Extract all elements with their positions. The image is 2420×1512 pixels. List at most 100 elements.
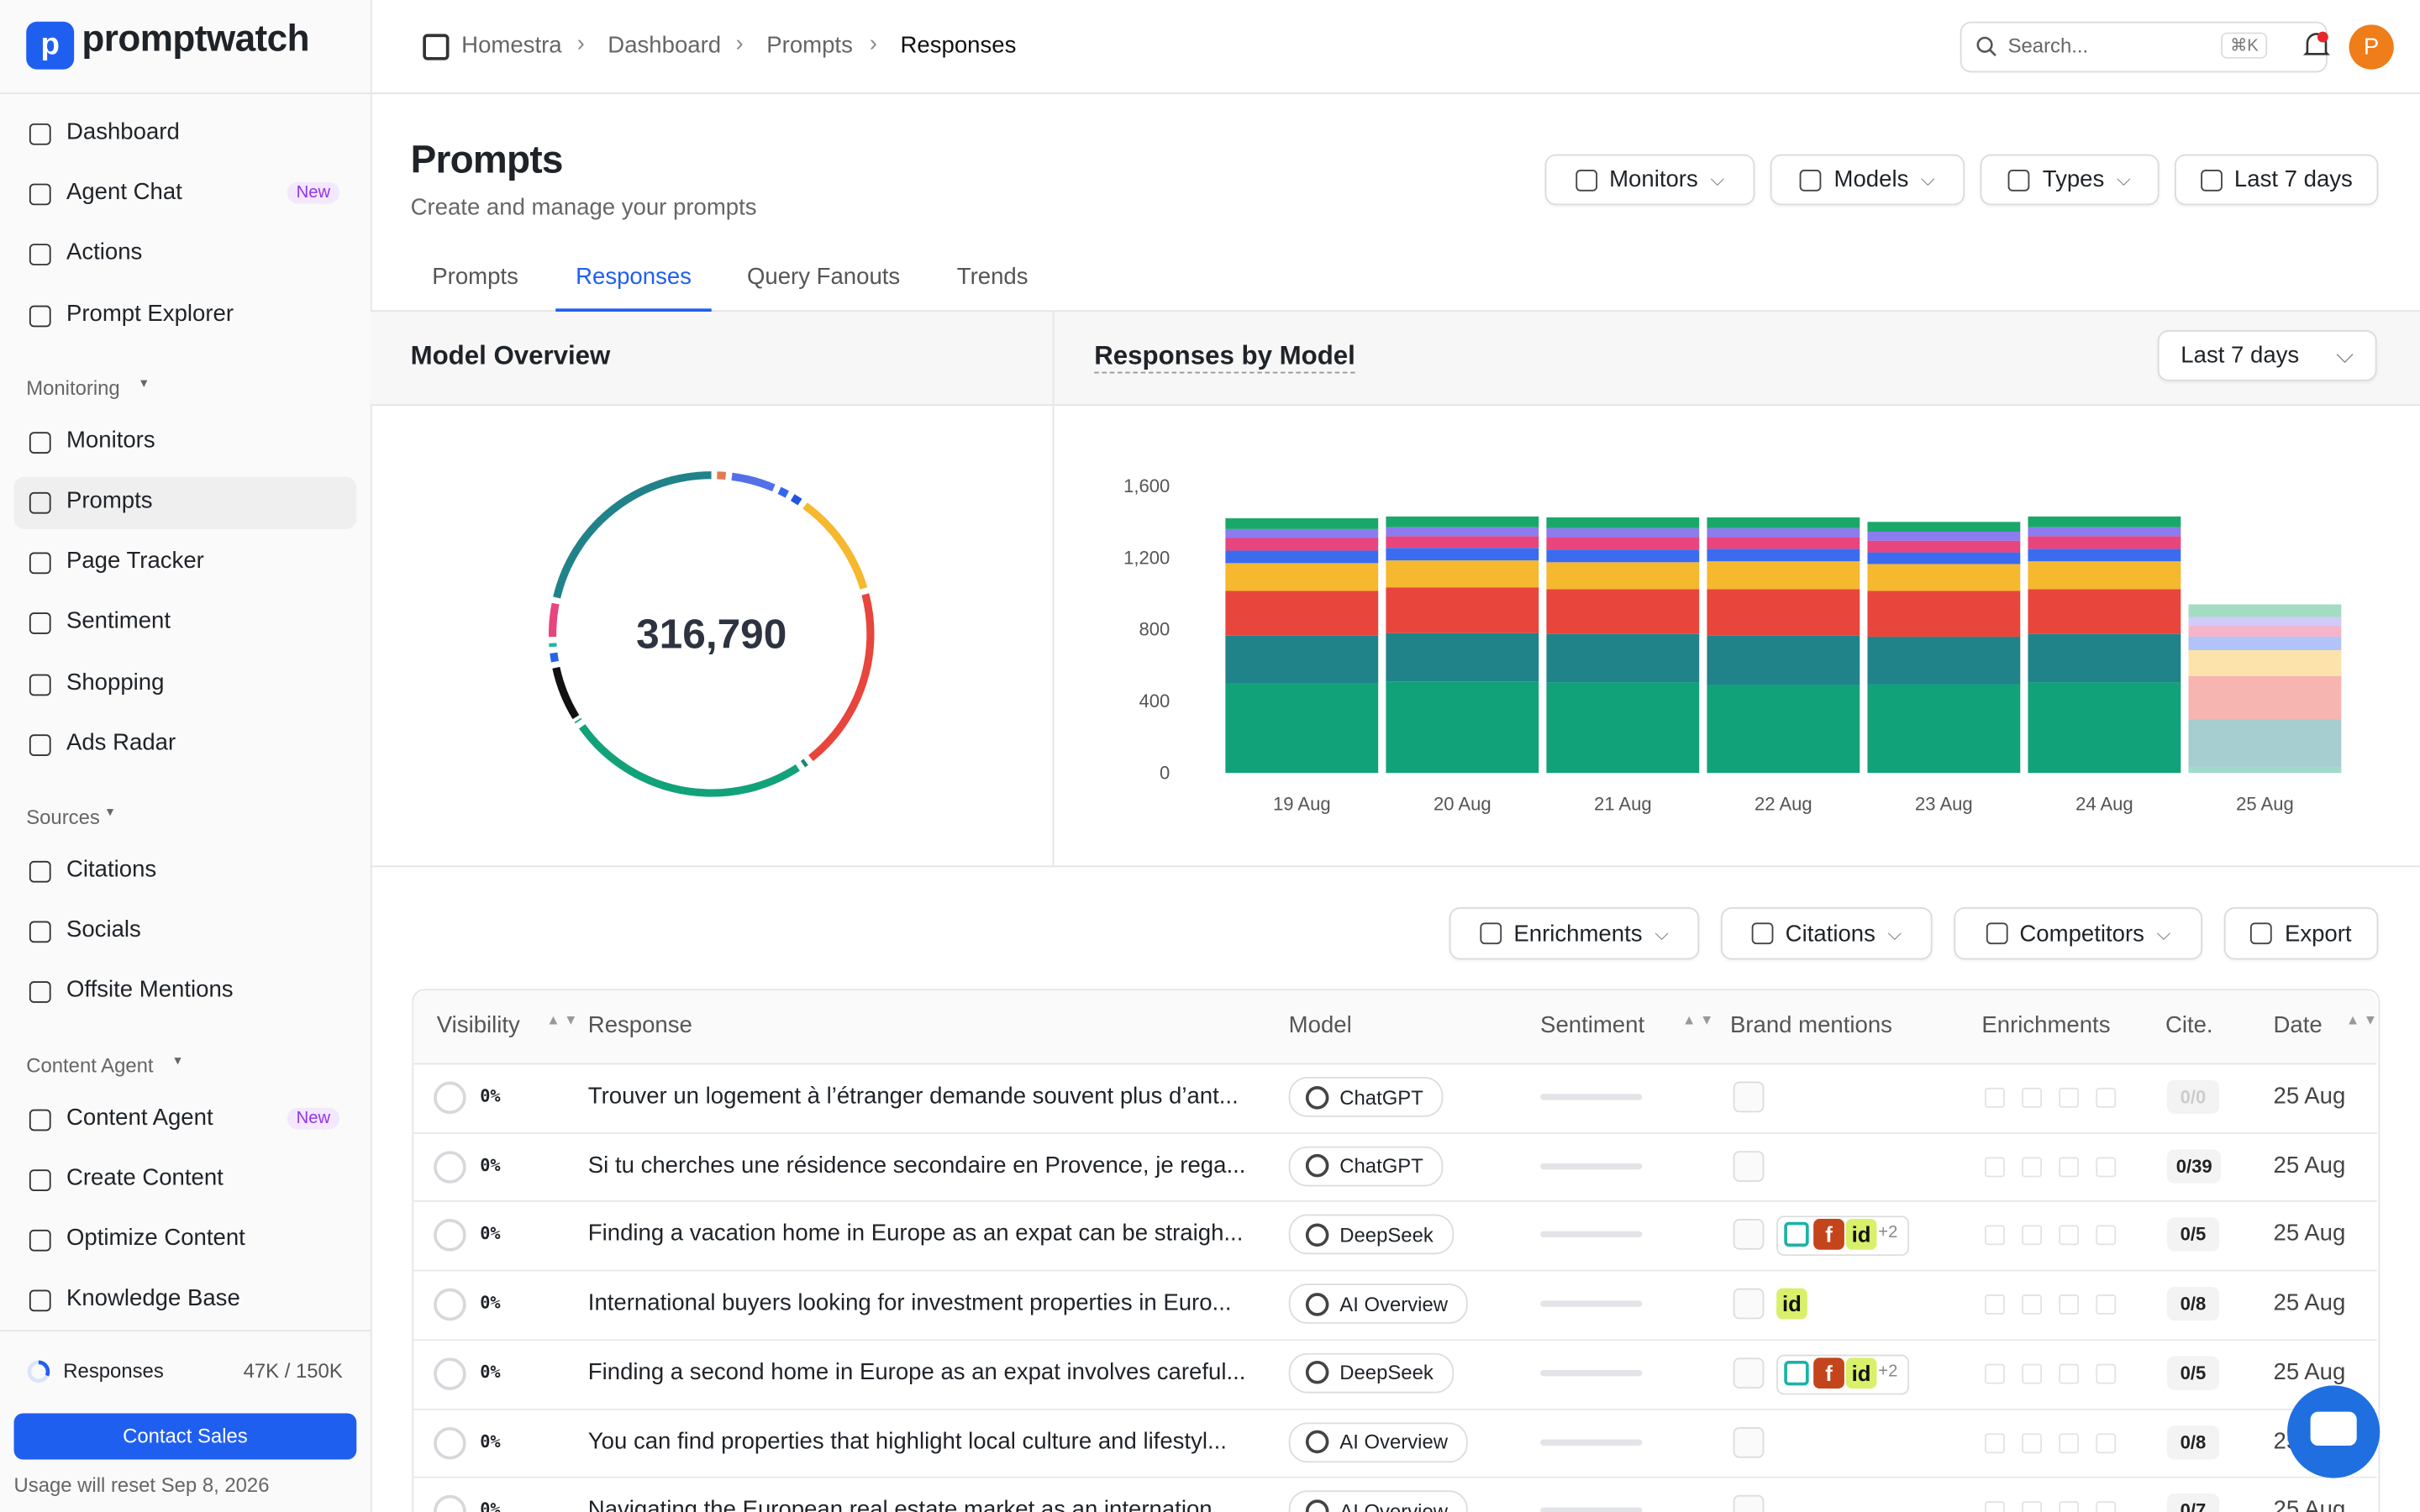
nav-icon [29,1168,51,1191]
action-button[interactable]: Export [2223,907,2379,960]
brand-extra: +2 [1878,1224,1898,1243]
filter-button[interactable]: Last 7 days [2174,154,2379,206]
breadcrumb-item[interactable]: Dashboard [608,32,722,59]
enrichment-icon [2096,1363,2117,1384]
response[interactable]: International buyers looking for investm… [587,1289,1232,1316]
row-border [413,1269,2377,1272]
bar-segment [2028,682,2181,774]
enrichment-icon [2059,1294,2080,1315]
visibility: 0% [480,1362,501,1383]
model-pill: DeepSeek [1288,1352,1454,1394]
enrichment-icon [2096,1226,2117,1246]
response[interactable]: Finding a vacation home in Europe as an … [587,1221,1244,1247]
bar-segment [1546,528,1700,538]
brand-icon [1733,1081,1765,1113]
model-name: AI Overview [1339,1430,1449,1454]
column-header: Response [587,1011,692,1039]
cite: 0/7 [2166,1494,2220,1512]
nav-item[interactable]: Agent Chat [66,179,182,206]
nav-item[interactable]: Prompt Explorer [66,300,234,327]
nav-item[interactable]: Actions [66,239,143,266]
contact-sales[interactable]: Contact Sales [13,1413,357,1460]
nav-icon [29,981,51,1004]
tab-underline [555,308,712,312]
column-header: Model [1288,1011,1352,1039]
bar-segment [1225,518,1379,529]
column-header: Date [2273,1011,2323,1039]
filter-button[interactable]: Types ⌵ [1980,154,2160,206]
nav-item[interactable]: Page Tracker [66,548,204,575]
chevron: ⌵ [1710,168,1725,190]
response[interactable]: Si tu cherches une résidence secondaire … [587,1152,1246,1179]
range-select[interactable]: Last 7 days ⌵ [2157,330,2377,381]
bar-segment [1225,528,1379,538]
breadcrumb-item[interactable]: Homestra [461,32,562,59]
brand-logo: id [1776,1288,1807,1320]
page-title: Prompts [410,139,564,182]
nav-item[interactable]: Create Content [66,1164,224,1191]
tab[interactable]: Responses [576,264,692,291]
nav-icon [29,673,51,696]
nav-item[interactable]: Offsite Mentions [66,977,234,1004]
bar-segment [1867,591,2021,637]
bar-segment [2188,649,2342,676]
cite: 0/0 [2166,1079,2220,1115]
x-tick-label: 23 Aug [1915,793,1973,814]
nav-item[interactable]: Dashboard [66,118,180,145]
enrichment-icon [2022,1294,2043,1315]
breadcrumb-item[interactable]: Prompts [766,32,853,59]
filter-button[interactable]: Models ⌵ [1770,154,1965,206]
bar-segment [1707,537,1860,549]
sort-icon: ▲ ▼ [546,1011,578,1028]
nav-item[interactable]: Content Agent [66,1104,213,1131]
row-border [413,1338,2377,1341]
enrichment-icon [1985,1087,2005,1108]
nav-item[interactable]: Prompts [66,487,153,514]
nav-item[interactable]: Shopping [66,669,165,696]
bell[interactable] [2302,31,2330,62]
action-button[interactable]: Competitors ⌵ [1954,907,2203,960]
response[interactable]: Navigating the European real estate mark… [587,1496,1232,1512]
bar-segment [1867,532,2021,541]
nav-item[interactable]: Knowledge Base [66,1285,240,1312]
nav-item[interactable]: Ads Radar [66,729,176,756]
tab[interactable]: Query Fanouts [746,264,901,291]
nav-item[interactable]: Sentiment [66,608,171,635]
enrichment-icon [2022,1501,2043,1512]
response[interactable]: Trouver un logement à l’étranger demande… [587,1083,1239,1110]
model-name: DeepSeek [1339,1223,1434,1247]
tab[interactable]: Trends [956,264,1028,291]
table-frame [412,989,2381,1512]
date: 25 Aug [2273,1358,2346,1386]
model-pill: ChatGPT [1288,1077,1444,1117]
bar-segment [1225,538,1379,551]
tab[interactable]: Prompts [432,264,518,291]
nav-item[interactable]: Citations [66,856,157,883]
action-label: Competitors [2019,920,2144,947]
nav-item[interactable]: Monitors [66,427,155,454]
table-header-bg [413,990,2377,1065]
nav-item[interactable]: Socials [66,916,141,943]
nav-item[interactable]: Optimize Content [66,1225,245,1252]
response[interactable]: Finding a second home in Europe as an ex… [587,1358,1246,1386]
filter-button[interactable]: Monitors ⌵ [1544,154,1755,206]
bar-segment [1707,635,1860,685]
row-border [413,1131,2377,1134]
visibility: 0% [480,1086,501,1106]
response[interactable]: You can find properties that highlight l… [587,1427,1227,1455]
visibility: 0% [480,1499,501,1512]
bar-segment [1707,685,1860,774]
avatar[interactable]: P [2349,24,2394,70]
action-button[interactable]: Citations ⌵ [1720,907,1933,960]
date: 25 Aug [2273,1289,2346,1316]
model-pill: DeepSeek [1288,1215,1454,1255]
badge: New [287,182,340,204]
bar-segment [1546,517,1700,528]
model-name: AI Overview [1339,1499,1449,1512]
visibility-ring [434,1495,466,1512]
model-pill: ChatGPT [1288,1146,1444,1186]
action-button[interactable]: Enrichments ⌵ [1449,907,1700,960]
brand-icon [1733,1495,1765,1512]
